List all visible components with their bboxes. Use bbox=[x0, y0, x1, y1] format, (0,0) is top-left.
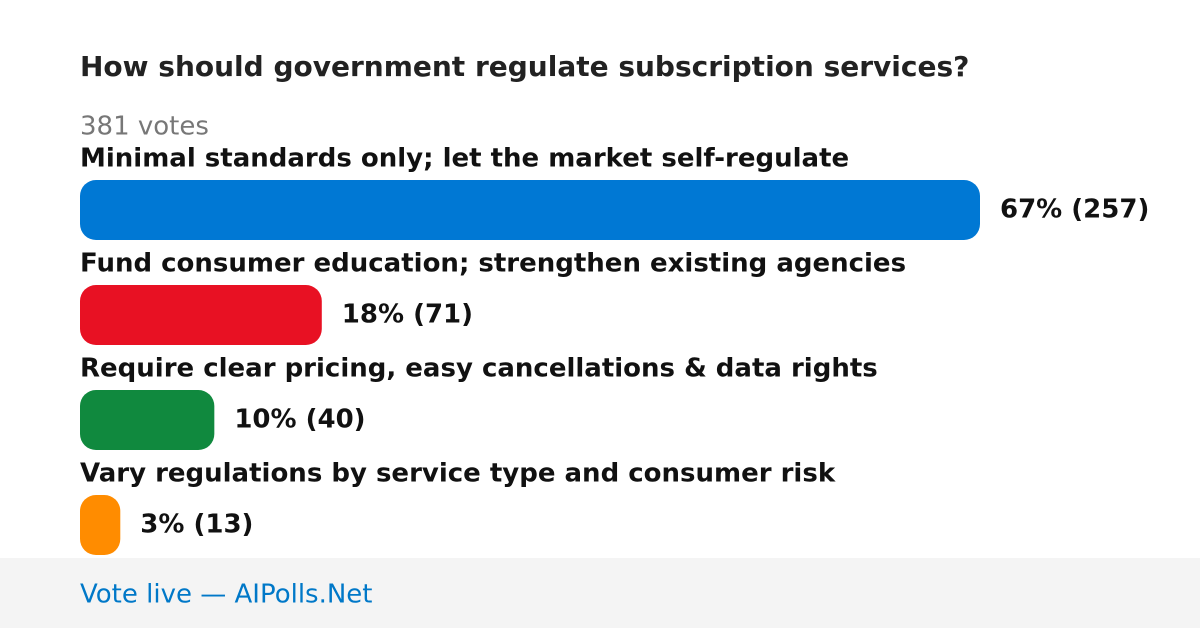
footer-bar bbox=[0, 558, 1200, 628]
option-label: Minimal standards only; let the market s… bbox=[80, 144, 849, 174]
footer-link[interactable]: Vote live — AIPolls.Net bbox=[80, 580, 373, 610]
option-label: Fund consumer education; strengthen exis… bbox=[80, 249, 906, 279]
option-label: Vary regulations by service type and con… bbox=[80, 459, 836, 489]
chart-title: How should government regulate subscript… bbox=[80, 50, 969, 83]
bar bbox=[80, 495, 121, 555]
vote-count: 381 votes bbox=[80, 112, 209, 142]
value-label: 18% (71) bbox=[342, 300, 473, 330]
bar bbox=[80, 285, 322, 345]
value-label: 3% (13) bbox=[140, 510, 253, 540]
bar bbox=[80, 180, 980, 240]
option-label: Require clear pricing, easy cancellation… bbox=[80, 354, 878, 384]
value-label: 10% (40) bbox=[234, 405, 365, 435]
value-label: 67% (257) bbox=[1000, 195, 1149, 225]
bar bbox=[80, 390, 215, 450]
